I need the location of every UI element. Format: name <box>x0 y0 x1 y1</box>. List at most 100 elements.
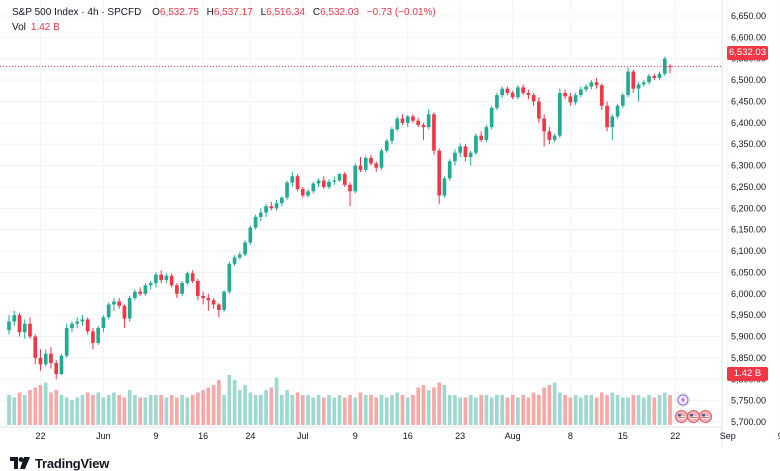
volume-bar <box>290 395 295 425</box>
price-tick-label: 5,900.00 <box>731 332 766 342</box>
volume-bar <box>253 395 258 425</box>
candle-body <box>190 273 195 281</box>
candle-body <box>599 85 604 106</box>
symbol-name[interactable]: S&P 500 Index · 4h · SPCFD <box>12 7 142 18</box>
volume-row: Vol 1.42 B <box>12 21 436 35</box>
price-tick-label: 6,350.00 <box>731 139 766 149</box>
tradingview-brand[interactable]: TradingView <box>10 456 109 471</box>
candle-body <box>59 355 64 375</box>
volume-bar <box>505 397 510 425</box>
candle-body <box>196 280 200 296</box>
price-tick-label: 6,150.00 <box>731 225 766 235</box>
time-tick-label: 8 <box>568 431 573 441</box>
time-tick-label: Aug <box>505 431 521 441</box>
candle-body <box>558 92 562 136</box>
volume-bar <box>17 392 22 425</box>
volume-bar <box>33 387 38 425</box>
volume-bar <box>201 390 205 425</box>
price-tick-label: 5,850.00 <box>731 353 766 363</box>
volume-bar <box>279 395 284 425</box>
candle-body <box>28 323 32 337</box>
candle-body <box>405 116 410 123</box>
candle-body <box>468 152 473 158</box>
us-flag-event-icon[interactable] <box>675 410 688 423</box>
candle-body <box>164 275 169 281</box>
volume-bar <box>421 385 426 425</box>
candle-body <box>12 315 17 322</box>
candle-body <box>133 291 137 299</box>
tradingview-logo-icon <box>10 457 30 469</box>
volume-bar <box>636 395 641 425</box>
candle-body <box>316 180 321 184</box>
volume-bar <box>400 395 405 425</box>
candle-body <box>54 363 59 375</box>
volume-bar <box>489 397 494 425</box>
volume-bar <box>180 395 184 425</box>
volume-value: 1.42 B <box>30 22 60 33</box>
volume-bar <box>584 395 588 425</box>
candle-body <box>64 327 69 356</box>
candle-body <box>106 304 111 318</box>
price-axis[interactable]: 5,700.005,750.005,800.005,850.005,900.00… <box>721 0 766 447</box>
time-tick-label: 22 <box>35 431 45 441</box>
candle-body <box>222 291 226 311</box>
volume-bar <box>552 382 557 425</box>
candle-body <box>70 323 74 328</box>
volume-bar <box>620 397 625 425</box>
price-tick-label: 6,200.00 <box>731 203 766 213</box>
time-axis[interactable]: 22Jun91624Jul91623Aug81522Sep916 <box>0 426 780 441</box>
candle-body <box>358 165 363 170</box>
volume-bar <box>148 395 153 425</box>
candle-body <box>143 285 148 294</box>
candle-body <box>159 274 163 281</box>
us-flag-event-icon[interactable] <box>699 410 712 423</box>
volume-bar <box>211 385 216 425</box>
volume-key[interactable]: Vol <box>12 22 26 33</box>
candle-body <box>180 283 184 294</box>
volume-bar <box>458 397 463 425</box>
volume-bar <box>521 395 525 425</box>
candle-body <box>495 95 499 108</box>
volume-bar <box>568 397 573 425</box>
volume-bar <box>558 392 562 425</box>
candle-body <box>662 58 667 74</box>
volume-bar <box>579 397 583 425</box>
volume-bar <box>495 395 499 425</box>
time-tick-label: 16 <box>198 431 208 441</box>
time-tick-label: 9 <box>153 431 158 441</box>
candle-body <box>248 227 253 243</box>
volume-bar <box>274 377 279 425</box>
open-value: 6,532.75 <box>159 7 199 18</box>
volume-bar <box>537 395 541 425</box>
candle-body <box>526 92 531 96</box>
candle-body <box>432 114 436 151</box>
lightning-icon[interactable] <box>676 393 690 407</box>
volume-tag: 1.42 B <box>727 367 768 381</box>
candle-body <box>201 295 205 299</box>
low-key: L <box>260 7 267 18</box>
candle-body <box>521 87 525 93</box>
time-tick-label: 16 <box>403 431 413 441</box>
close-key: C <box>312 7 321 18</box>
price-tick-label: 6,000.00 <box>731 289 766 299</box>
candle-body <box>138 291 142 294</box>
candle-body <box>264 206 268 213</box>
volume-bar <box>668 395 672 425</box>
volume-bar <box>138 397 142 425</box>
candle-body <box>657 73 662 78</box>
candle-body <box>7 321 11 331</box>
volume-bar <box>432 387 436 425</box>
candle-body <box>510 92 515 98</box>
candle-body <box>300 189 305 196</box>
volume-bar <box>374 397 379 425</box>
time-tick-label: 15 <box>618 431 628 441</box>
volume-bar <box>526 397 531 425</box>
candle-body <box>421 124 426 128</box>
candle-body <box>552 135 557 140</box>
volume-bar <box>96 392 101 425</box>
price-tick-label: 5,950.00 <box>731 310 766 320</box>
candle-body <box>489 107 494 128</box>
candle-body <box>122 305 127 319</box>
